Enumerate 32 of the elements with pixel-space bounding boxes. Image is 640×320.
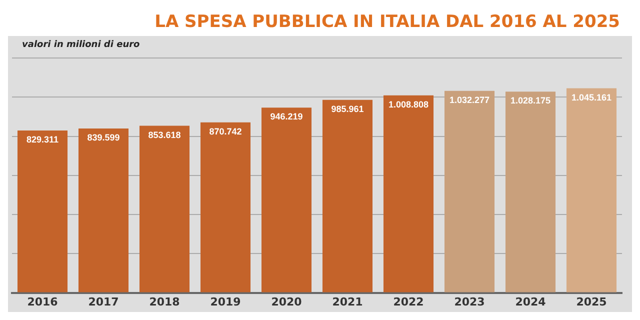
x-tick-label: 2025 [576,295,607,308]
x-tick-label: 2024 [515,295,546,308]
data-label: 946.219 [270,112,303,122]
data-label: 829.311 [26,134,59,145]
bar [200,122,251,292]
bar [17,130,68,292]
x-tick-label: 2018 [149,295,180,308]
bar [383,95,434,292]
x-tick-label: 2020 [271,295,302,308]
bar [322,100,373,292]
data-label: 1.045.161 [571,92,612,102]
bar [505,92,556,292]
x-tick-label: 2022 [393,295,424,308]
data-label: 1.032.277 [449,94,490,105]
data-label: 985.961 [331,104,364,114]
x-tick-label: 2016 [27,295,58,308]
x-tick-label: 2023 [454,295,485,308]
text: valori in milioni di euro [22,40,140,50]
x-tick-label: 2017 [88,295,119,308]
data-label: 839.599 [87,132,120,143]
data-label: 1.028.175 [510,96,551,106]
bar [139,126,190,292]
data-label: 870.742 [209,126,242,136]
data-label: 1.008.808 [388,99,429,110]
x-tick-label: 2019 [210,295,241,308]
data-label: 853.618 [148,130,181,140]
chart-title: LA SPESA PUBBLICA IN ITALIA DAL 2016 AL 2025 [154,12,620,32]
bar [78,128,129,292]
bar [566,88,617,292]
bar [444,90,495,292]
bar [261,108,312,292]
x-tick-label: 2021 [332,295,363,308]
